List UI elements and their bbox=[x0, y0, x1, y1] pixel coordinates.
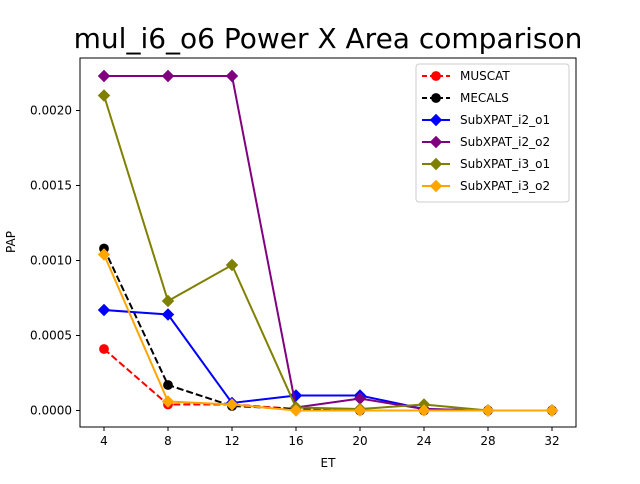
y-tick-label: 0.0010 bbox=[30, 254, 72, 268]
legend-item: SubXPAT_i3_o2 bbox=[422, 179, 550, 193]
data-point bbox=[429, 157, 443, 171]
x-tick-label: 8 bbox=[164, 434, 172, 448]
data-point bbox=[99, 344, 109, 354]
legend-label: SubXPAT_i3_o1 bbox=[460, 157, 550, 171]
x-tick-label: 4 bbox=[100, 434, 108, 448]
data-point bbox=[97, 248, 111, 261]
data-point bbox=[225, 258, 239, 272]
legend-label: MECALS bbox=[460, 91, 509, 105]
data-point bbox=[161, 395, 175, 408]
data-point bbox=[161, 69, 175, 83]
legend-label: MUSCAT bbox=[460, 69, 510, 83]
data-point bbox=[225, 398, 239, 411]
legend-item: SubXPAT_i2_o2 bbox=[422, 135, 550, 149]
y-tick-label: 0.0000 bbox=[30, 404, 72, 418]
data-point bbox=[481, 404, 495, 417]
data-point bbox=[417, 404, 431, 417]
y-axis: 0.0000 0.0005 0.0010 0.0015 0.0020 bbox=[30, 104, 80, 418]
x-tick-label: 16 bbox=[288, 434, 303, 448]
series-subxpat-i3-o2 bbox=[97, 248, 559, 417]
data-point bbox=[97, 69, 111, 83]
x-axis: 4 8 12 16 20 24 28 32 bbox=[100, 427, 560, 448]
data-point bbox=[545, 404, 559, 417]
data-point bbox=[429, 135, 443, 149]
data-point bbox=[431, 71, 441, 81]
y-tick-label: 0.0015 bbox=[30, 179, 72, 193]
legend-item: SubXPAT_i3_o1 bbox=[422, 157, 550, 171]
data-point bbox=[225, 69, 239, 83]
y-axis-label: PAP bbox=[4, 231, 18, 253]
data-point bbox=[97, 303, 111, 317]
data-point bbox=[163, 380, 173, 390]
x-tick-label: 20 bbox=[352, 434, 367, 448]
data-point bbox=[353, 404, 367, 417]
x-tick-label: 32 bbox=[544, 434, 559, 448]
series-line bbox=[103, 254, 552, 412]
plot-frame bbox=[79, 57, 577, 428]
legend-item: SubXPAT_i2_o1 bbox=[422, 113, 550, 127]
x-tick-label: 24 bbox=[416, 434, 431, 448]
legend-box bbox=[415, 63, 570, 203]
legend-item: MUSCAT bbox=[422, 69, 510, 83]
y-tick-label: 0.0005 bbox=[30, 329, 72, 343]
x-tick-label: 12 bbox=[224, 434, 239, 448]
plot-lines bbox=[97, 69, 559, 417]
data-point bbox=[161, 294, 175, 308]
chart-title: mul_i6_o6 Power X Area comparison bbox=[74, 22, 583, 55]
data-point bbox=[97, 89, 111, 102]
legend-label: SubXPAT_i2_o1 bbox=[460, 113, 550, 127]
legend: MUSCAT MECALS SubXPAT_i2_o1 SubXPAT_i2_o2 Su… bbox=[415, 63, 570, 203]
data-point bbox=[429, 179, 443, 193]
x-tick-label: 28 bbox=[480, 434, 495, 448]
x-axis-label: ET bbox=[321, 456, 337, 470]
data-point bbox=[161, 308, 175, 321]
data-point bbox=[289, 404, 303, 417]
data-point bbox=[429, 113, 443, 127]
legend-item: MECALS bbox=[422, 91, 509, 105]
y-tick-label: 0.0020 bbox=[30, 104, 72, 118]
legend-label: SubXPAT_i3_o2 bbox=[460, 179, 550, 193]
legend-label: SubXPAT_i2_o2 bbox=[460, 135, 550, 149]
data-point bbox=[431, 93, 441, 103]
